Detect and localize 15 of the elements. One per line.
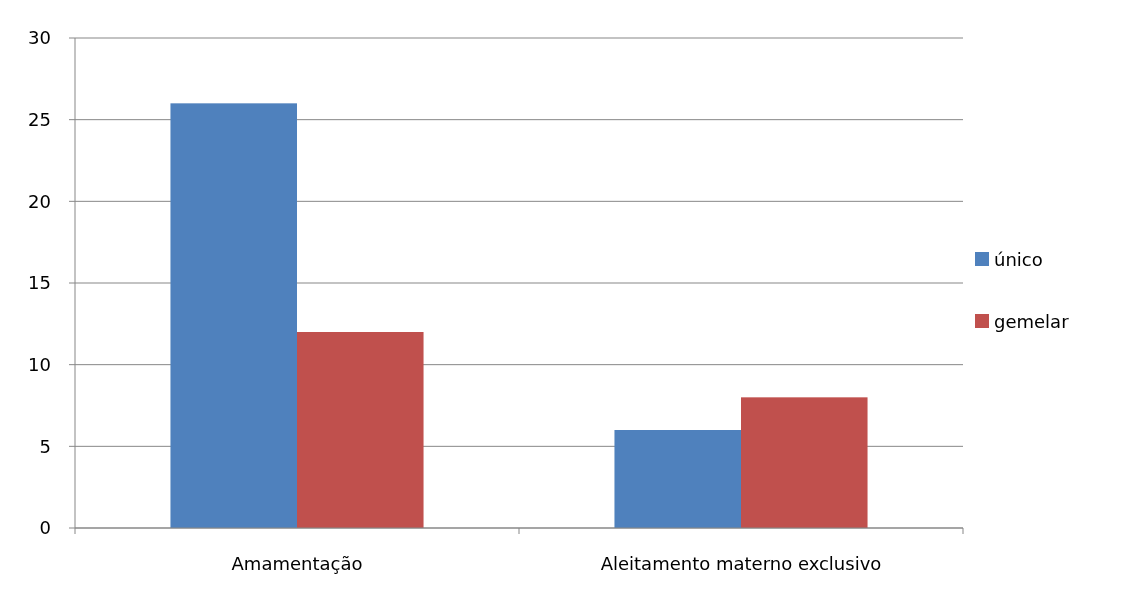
- legend-label: gemelar: [994, 311, 1070, 333]
- x-tick-label: Amamentação: [231, 553, 363, 574]
- bar: [170, 103, 297, 528]
- x-tick-label: Aleitamento materno exclusivo: [600, 553, 882, 574]
- y-tick-label: 30: [28, 27, 51, 49]
- bar: [297, 332, 424, 528]
- y-tick-label: 15: [28, 272, 51, 294]
- bar: [614, 430, 741, 528]
- y-tick-label: 5: [39, 435, 51, 457]
- bar: [741, 397, 868, 528]
- y-tick-label: 25: [28, 108, 51, 130]
- legend-label: único: [994, 249, 1043, 271]
- y-tick-label: 20: [28, 190, 51, 212]
- y-tick-label: 0: [39, 517, 51, 539]
- y-tick-label: 10: [28, 353, 51, 375]
